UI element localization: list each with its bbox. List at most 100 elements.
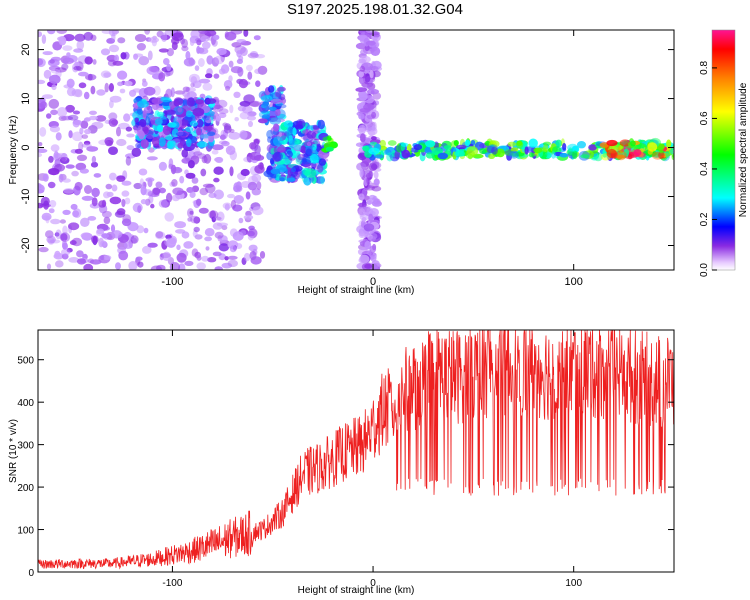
spectrogram-cell (619, 139, 631, 147)
spectrogram-cell (455, 144, 467, 150)
spectrogram-cell (312, 125, 320, 130)
spectrogram-cell (47, 181, 56, 189)
spectrogram-cell (368, 130, 376, 136)
spectrogram-cell (133, 182, 143, 190)
spectrogram-cell (65, 164, 75, 169)
spectrogram-cell (101, 30, 114, 34)
spectrogram-frame (37, 29, 675, 271)
spectrogram-cell (239, 130, 248, 140)
colorbar: 0.0 0.2 0.4 0.6 0.8 Normalized spectral ampl… (699, 29, 749, 277)
spectrogram-cell (73, 48, 84, 53)
spectrogram-cell (196, 141, 208, 148)
spectrogram-cell (260, 95, 273, 102)
spectrogram-cell (551, 151, 556, 159)
spectrogram-cell (515, 140, 524, 149)
spectrogram-cell (128, 261, 138, 270)
spectrogram-cell (203, 134, 210, 143)
spectrogram-cell (181, 149, 189, 158)
spectrogram-cell (140, 139, 149, 149)
spectrogram-cell (243, 30, 249, 37)
spectrogram-cell (218, 243, 230, 252)
spectrogram-cell (528, 152, 535, 158)
spectrogram-cell (207, 131, 216, 137)
spectrogram-cell (524, 146, 529, 155)
spectrogram-cell (143, 86, 156, 96)
spectrogram-cell (364, 240, 372, 250)
spectrogram-cell (366, 176, 371, 185)
spectrogram-y-tick-label: 20 (20, 43, 32, 55)
spectrogram-cell (225, 85, 231, 91)
spectrogram-cell (176, 244, 181, 251)
spectrogram-cell (139, 178, 145, 188)
spectrogram-cell (163, 58, 170, 65)
spectrogram-cell (193, 151, 203, 156)
spectrogram-cell (658, 146, 664, 154)
spectrogram-cell (145, 177, 155, 182)
spectrogram-cell (54, 67, 67, 73)
spectrogram-cell (196, 127, 202, 136)
spectrogram-cell (74, 33, 86, 42)
spectrogram-cell (55, 260, 64, 268)
spectrogram-cell (89, 110, 97, 116)
spectrogram-cell (310, 153, 319, 164)
spectrogram-cell (90, 85, 96, 95)
spectrogram-cell (252, 206, 264, 216)
spectrogram-cell (108, 146, 118, 155)
spectrogram-cell (91, 197, 98, 207)
figure-title: S197.2025.198.01.32.G04 (287, 1, 463, 18)
spectrogram-cell (359, 133, 366, 143)
spectrogram-cell (279, 177, 285, 182)
spectrogram-cell (137, 261, 144, 268)
spectrogram-cell (178, 263, 186, 270)
spectrogram-cell (572, 150, 578, 160)
spectrogram-cell (109, 95, 122, 103)
spectrogram-cell (145, 134, 155, 140)
spectrogram-cell (58, 36, 67, 46)
spectrogram-x-tick-label: 100 (565, 276, 583, 288)
spectrogram-band-5 (355, 30, 383, 270)
spectrogram-cell (272, 136, 283, 147)
spectrogram-cell (43, 69, 52, 79)
spectrogram-cell (256, 181, 262, 190)
spectrogram-cell (196, 39, 202, 46)
spectrogram-cell (208, 134, 215, 143)
spectrogram-cell (372, 33, 381, 38)
spectrogram-cell (137, 105, 143, 116)
spectrogram-cell (50, 109, 58, 116)
spectrogram-cell (50, 218, 61, 225)
spectrogram-cell (125, 156, 132, 166)
spectrogram-cell (228, 60, 234, 68)
spectrogram-cell (357, 202, 367, 208)
spectrogram-cell (227, 255, 238, 260)
spectrogram-cell (141, 126, 149, 132)
spectrogram-cell (275, 103, 287, 109)
spectrogram-cell (72, 119, 82, 125)
spectrogram-cell (214, 55, 225, 65)
spectrogram-cell (96, 228, 105, 235)
spectrogram-cell (38, 142, 43, 147)
spectrogram-cell (177, 142, 183, 149)
spectrogram-cell (91, 235, 99, 244)
spectrogram-cell (369, 162, 378, 171)
spectrogram-cell (150, 203, 155, 209)
spectrogram-cell (286, 177, 296, 182)
snr-x-tick-label: 0 (370, 578, 376, 589)
spectrogram-cell (651, 151, 664, 160)
spectrogram-cell (216, 48, 227, 56)
spectrogram-cell (359, 168, 364, 178)
spectrogram-cell (196, 255, 202, 261)
spectrogram-cell (186, 138, 192, 147)
spectrogram-cell (196, 45, 201, 54)
spectrogram-cell (167, 140, 174, 149)
spectrogram-cell (372, 70, 381, 78)
spectrogram-cell (294, 124, 304, 130)
spectrogram-cell (198, 58, 205, 67)
spectrogram-cell (249, 142, 257, 150)
spectrogram-cell (277, 86, 286, 92)
spectrogram-cell (270, 98, 283, 105)
spectrogram-cell (167, 122, 177, 128)
spectrogram-cell (123, 113, 131, 122)
spectrogram-cell (227, 193, 235, 199)
spectrogram-cell (229, 150, 237, 161)
